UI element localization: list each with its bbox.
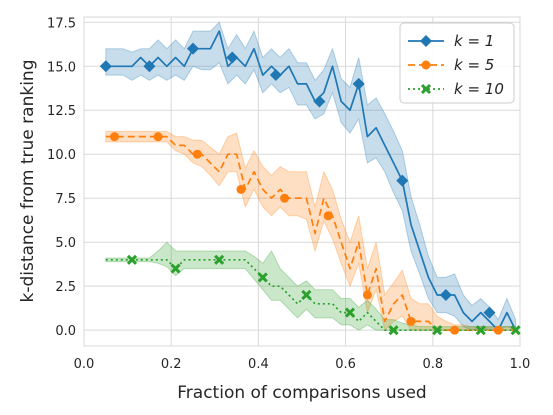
marker-series-1 [99,60,112,73]
y-tick-label: 10.0 [47,148,76,163]
legend-marker-series-2 [421,60,431,70]
marker-series-3 [388,325,399,336]
marker-series-2 [192,149,202,159]
x-tick-label: 0.0 [74,357,95,372]
y-tick-label: 5.0 [55,236,76,251]
marker-series-2 [450,325,460,335]
marker-series-1 [483,306,496,319]
marker-series-3-stroke [475,325,486,336]
y-axis-label: k-distance from true ranking [18,60,38,303]
legend-marker-series-3 [420,83,432,95]
marker-series-3-stroke [126,254,138,265]
marker-series-1 [269,69,282,82]
marker-series-3-stroke [257,272,268,283]
y-tick-label: 15.0 [47,60,76,75]
marker-series-2 [236,184,246,194]
y-tick-label: 2.5 [55,280,76,295]
x-tick-label: 0.2 [161,357,182,372]
x-tick-labels: 0.0 0.2 0.4 0.6 0.8 1.0 [74,357,531,372]
x-tick-label: 1.0 [510,357,531,372]
marker-series-3-stroke [301,289,312,301]
marker-series-2 [362,290,372,300]
marker-series-3-stroke [344,307,356,318]
marker-series-3 [170,263,181,274]
marker-series-2 [406,316,416,326]
marker-series-2 [110,132,120,142]
marker-series-3-stroke [170,263,181,274]
marker-series-2 [153,132,163,142]
marker-series-2 [323,211,333,221]
marker-series-1 [143,60,156,73]
marker-series-1 [396,174,409,187]
x-tick-label: 0.6 [335,357,356,372]
legend: k = 1 k = 5 k = 10 [399,22,515,104]
marker-series-3 [510,325,521,336]
marker-series-1 [313,95,326,108]
marker-series-3 [301,289,312,301]
marker-series-2 [493,325,503,335]
marker-series-3-stroke [214,254,225,265]
legend-marker-series-3-stroke [420,83,432,95]
plot-frame [83,16,521,347]
y-tick-label: 7.5 [55,192,76,207]
legend-label-series-2: k = 5 [454,56,494,74]
marker-series-1 [352,77,365,90]
y-tick-labels: 0.0 2.5 5.0 7.5 10.0 12.5 15.0 17.5 [47,16,76,339]
x-tick-label: 0.4 [248,357,269,372]
y-tick-label: 17.5 [47,16,76,31]
y-tick-label: 12.5 [47,104,76,119]
marker-series-3-stroke [388,325,399,336]
marker-series-3 [214,254,225,265]
marker-series-3-stroke [432,325,443,336]
marker-series-3-stroke [510,325,521,336]
marker-series-3 [432,325,443,336]
marker-series-3 [475,325,486,336]
marker-series-1 [226,51,239,64]
marker-series-3 [257,272,268,283]
marker-series-1 [439,288,452,301]
marker-series-2 [280,193,290,203]
marker-series-3 [344,307,356,318]
x-tick-label: 0.8 [422,357,443,372]
legend-label-series-1: k = 1 [454,32,494,50]
y-tick-label: 0.0 [55,324,76,339]
marker-series-1 [187,42,199,55]
x-axis-label: Fraction of comparisons used [177,383,426,403]
legend-marker-series-1 [420,35,432,47]
legend-label-series-3: k = 10 [454,80,504,98]
line-series-2 [105,135,516,332]
marker-series-3 [126,254,138,265]
series-markers [99,42,521,336]
